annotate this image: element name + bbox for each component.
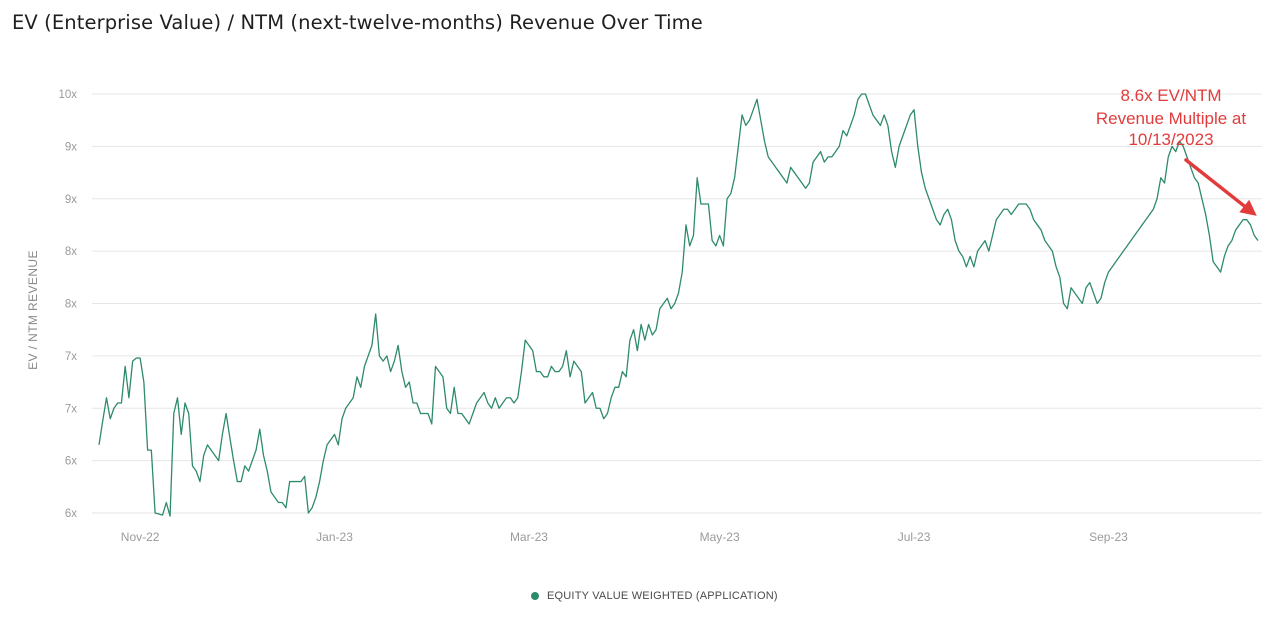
annotation-text: Revenue Multiple at bbox=[1096, 109, 1247, 128]
annotation: 8.6x EV/NTM Revenue Multiple at 10/13/2023 bbox=[1096, 86, 1257, 216]
annotation-arrowhead bbox=[1239, 199, 1257, 216]
y-axis-label: EV / NTM REVENUE bbox=[26, 250, 40, 370]
y-tick-label: 7x bbox=[65, 403, 77, 415]
y-axis-ticks: 6x 6x 7x 7x 8x 8x 9x 9x 10x bbox=[58, 89, 77, 520]
y-tick-label: 8x bbox=[65, 246, 77, 258]
chart-title: EV (Enterprise Value) / NTM (next-twelve… bbox=[12, 11, 703, 34]
x-axis-ticks: Nov-22 Jan-23 Mar-23 May-23 Jul-23 Sep-23 bbox=[121, 530, 1128, 544]
y-tick-label: 9x bbox=[65, 194, 77, 206]
x-tick-label: Nov-22 bbox=[121, 530, 160, 544]
annotation-text: 8.6x EV/NTM bbox=[1120, 86, 1221, 105]
series-line-equity-value-weighted bbox=[98, 93, 1259, 517]
y-tick-label: 6x bbox=[65, 508, 77, 520]
x-tick-label: Mar-23 bbox=[510, 530, 548, 544]
x-tick-label: Sep-23 bbox=[1089, 530, 1128, 544]
annotation-arrow bbox=[1184, 158, 1253, 213]
legend-marker bbox=[531, 592, 539, 600]
y-tick-label: 8x bbox=[65, 299, 77, 311]
annotation-text: 10/13/2023 bbox=[1128, 130, 1213, 149]
gridlines bbox=[92, 93, 1262, 514]
y-tick-label: 6x bbox=[65, 456, 77, 468]
x-tick-label: Jan-23 bbox=[316, 530, 353, 544]
y-tick-label: 10x bbox=[58, 89, 77, 101]
legend-label: EQUITY VALUE WEIGHTED (APPLICATION) bbox=[547, 590, 778, 602]
x-tick-label: Jul-23 bbox=[898, 530, 931, 544]
legend: EQUITY VALUE WEIGHTED (APPLICATION) bbox=[531, 590, 778, 602]
y-tick-label: 7x bbox=[65, 351, 77, 363]
y-tick-label: 9x bbox=[65, 141, 77, 153]
x-tick-label: May-23 bbox=[700, 530, 740, 544]
